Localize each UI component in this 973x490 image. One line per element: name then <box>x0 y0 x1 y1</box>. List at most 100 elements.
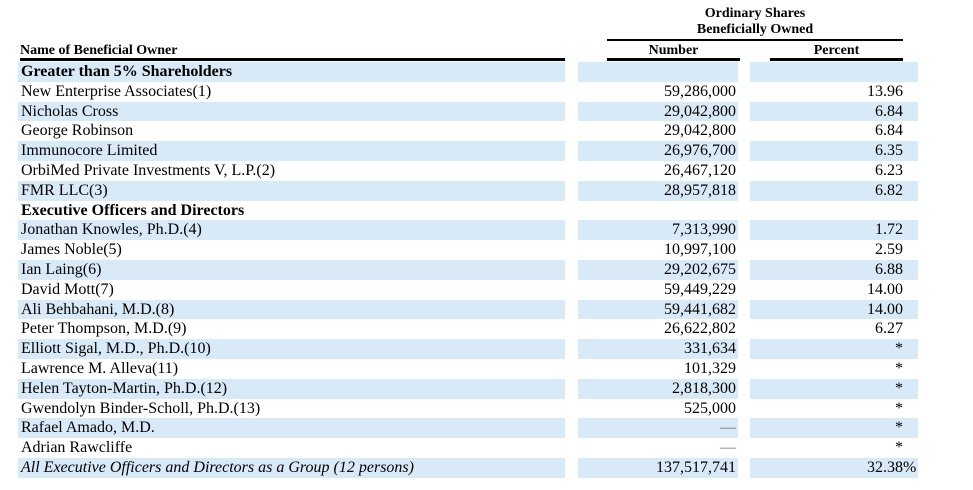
row-right-margin <box>918 260 973 280</box>
beneficial-owner-name: Ian Laing(6) <box>18 259 565 280</box>
group-header-line1: Ordinary Shares <box>704 6 806 21</box>
percent-value: * <box>895 340 903 358</box>
row-left-margin <box>0 201 18 221</box>
beneficial-owner-name: Peter Thompson, M.D.(9) <box>21 320 187 338</box>
row-right-margin <box>918 379 973 399</box>
column-gap <box>565 418 578 438</box>
percent-value: 6.84 <box>875 102 903 120</box>
percent-value: 32.38 <box>867 458 903 476</box>
row-left-margin <box>0 240 18 260</box>
percent-suffix <box>903 300 918 320</box>
shares-number: — <box>578 418 738 439</box>
beneficial-owner-name: David Mott(7) <box>21 280 114 298</box>
column-gap <box>565 339 578 359</box>
column-gap <box>565 280 578 300</box>
row-left-margin <box>0 260 18 280</box>
percent-suffix <box>903 161 918 181</box>
table-row: Helen Tayton-Martin, Ph.D.(12) 2,818,300 * <box>0 378 973 399</box>
shares-percent-cell: 2.59 <box>750 240 918 260</box>
table-row: James Noble(5) 10,997,100 2.59 <box>0 240 973 260</box>
table-row: Immunocore Limited 26,976,700 6.35 <box>0 141 973 161</box>
table-row: David Mott(7) 59,449,229 14.00 <box>0 280 973 300</box>
shares-percent-cell <box>750 62 918 82</box>
shares-percent-cell: 14.00 <box>750 280 918 300</box>
column-gap <box>738 379 750 399</box>
column-gap <box>738 300 750 320</box>
percent-value: 6.35 <box>875 142 903 160</box>
percent-value: 6.82 <box>875 181 903 199</box>
beneficial-owner-name: James Noble(5) <box>21 241 122 259</box>
column-gap <box>738 260 750 280</box>
column-gap <box>565 260 578 280</box>
shares-number: 29,042,800 <box>664 122 736 140</box>
percent-suffix <box>903 280 918 300</box>
shares-number: 28,957,818 <box>578 180 738 201</box>
table-row: Adrian Rawcliffe — * <box>0 438 973 458</box>
column-gap <box>565 102 578 122</box>
shares-number: 525,000 <box>684 399 736 417</box>
shares-percent-cell: 13.96 <box>750 82 918 102</box>
column-gap <box>738 458 750 478</box>
column-gap <box>738 82 750 102</box>
beneficial-owner-name: Helen Tayton-Martin, Ph.D.(12) <box>18 378 565 399</box>
percent-suffix <box>903 438 918 458</box>
row-right-margin <box>918 240 973 260</box>
column-gap <box>565 438 578 458</box>
percent-suffix <box>903 141 918 161</box>
column-gap <box>738 201 750 221</box>
shares-number: 26,622,802 <box>664 320 736 338</box>
row-right-margin <box>918 102 973 122</box>
beneficial-owner-name: Immunocore Limited <box>18 141 565 161</box>
group-header-line2: Beneficially Owned <box>696 22 814 37</box>
percent-suffix <box>903 220 918 240</box>
table-row: Lawrence M. Alleva(11) 101,329 * <box>0 359 973 379</box>
group-header-rule <box>607 39 903 41</box>
percent-suffix <box>903 201 918 221</box>
percent-suffix <box>903 260 918 280</box>
percent-column-rule <box>770 58 903 61</box>
shares-percent-cell: 6.23 <box>750 161 918 181</box>
row-left-margin <box>0 339 18 359</box>
shares-percent-cell: * <box>750 339 918 359</box>
beneficial-owner-name: Rafael Amado, M.D. <box>18 418 565 439</box>
beneficial-owner-name: Adrian Rawcliffe <box>21 439 133 457</box>
column-gap <box>565 359 578 379</box>
row-right-margin <box>918 339 973 359</box>
percent-value: * <box>895 359 903 377</box>
table-row: New Enterprise Associates(1) 59,286,000 13… <box>0 82 973 102</box>
column-header-percent: Percent <box>813 43 860 58</box>
shares-number: 29,042,800 <box>578 101 738 122</box>
row-right-margin <box>918 181 973 201</box>
table-row: Jonathan Knowles, Ph.D.(4) 7,313,990 1.72 <box>0 220 973 241</box>
beneficial-owner-name: FMR LLC(3) <box>18 180 565 201</box>
row-right-margin <box>918 121 973 141</box>
column-header-number: Number <box>648 43 699 58</box>
row-left-margin <box>0 82 18 102</box>
percent-value: * <box>895 439 903 457</box>
percent-suffix <box>903 82 918 102</box>
row-left-margin <box>0 438 18 458</box>
table-row: George Robinson 29,042,800 6.84 <box>0 121 973 141</box>
table-row: Elliott Sigal, M.D., Ph.D.(10) 331,634 * <box>0 339 973 359</box>
row-right-margin <box>918 418 973 438</box>
column-gap <box>565 82 578 102</box>
percent-suffix <box>903 418 918 438</box>
row-right-margin <box>918 201 973 221</box>
percent-suffix <box>903 379 918 399</box>
shares-number: 331,634 <box>578 339 738 359</box>
column-gap <box>738 62 750 82</box>
column-gap <box>738 438 750 458</box>
shares-number <box>578 201 738 221</box>
percent-value: 14.00 <box>867 300 903 318</box>
table-row: Ian Laing(6) 29,202,675 6.88 <box>0 259 973 280</box>
shares-percent-cell: 14.00 <box>750 299 918 320</box>
beneficial-owner-name: Jonathan Knowles, Ph.D.(4) <box>18 220 565 241</box>
row-right-margin <box>918 458 973 478</box>
shares-percent-cell: 6.84 <box>750 121 918 141</box>
row-left-margin <box>0 319 18 339</box>
column-gap <box>565 319 578 339</box>
column-gap <box>738 102 750 122</box>
table-row: Gwendolyn Binder-Scholl, Ph.D.(13) 525,00… <box>0 399 973 419</box>
table-rows: Greater than 5% Shareholders New Enterpri… <box>0 62 973 478</box>
percent-value: 13.96 <box>867 82 903 100</box>
